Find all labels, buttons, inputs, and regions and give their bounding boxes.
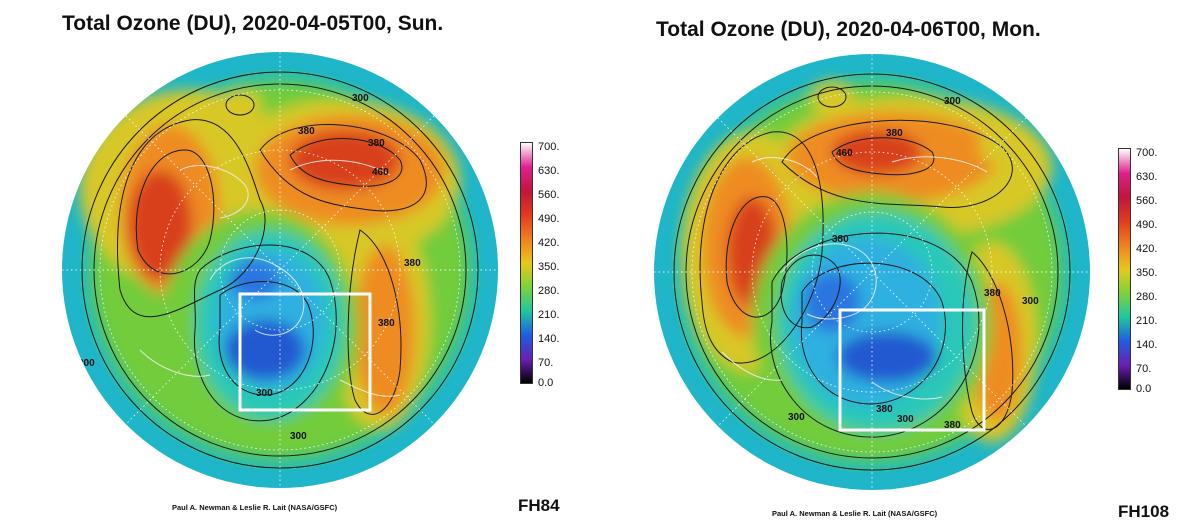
forecast-hour-label: FH84 xyxy=(518,496,560,515)
colorbar-tick: 140. xyxy=(538,333,560,345)
contour-label: 380 xyxy=(368,138,385,149)
colorbar-tick: 630. xyxy=(538,165,560,177)
credit-text: Paul A. Newman & Leslie R. Lait (NASA/GS… xyxy=(172,503,338,512)
colorbar-tick: 140. xyxy=(1136,339,1158,351)
ozone-field: 300 380 380 460 380 300 380 300 300 xyxy=(62,52,498,488)
panel-right: Total Ozone (DU), 2020-04-06T00, Mon. xyxy=(600,0,1200,528)
contour-label: 380 xyxy=(944,420,961,431)
colorbar-gradient xyxy=(1118,148,1131,390)
colorbar: 700. 630. 560. 490. 420. 350. 280. 210. … xyxy=(520,142,600,392)
colorbar-tick: 420. xyxy=(1136,243,1158,255)
colorbar-tick: 70. xyxy=(1136,363,1152,375)
ozone-field: 300 380 460 380 380 300 300 380 300 380 xyxy=(654,54,1090,490)
contour-label: 300 xyxy=(78,358,95,369)
colorbar-tick: 490. xyxy=(538,213,560,225)
contour-label: 300 xyxy=(788,412,805,423)
ozone-map: 300 380 380 460 380 300 380 300 300 xyxy=(62,52,498,488)
contour-label: 460 xyxy=(836,148,853,159)
colorbar-tick: 700. xyxy=(538,141,560,153)
colorbar-tick: 210. xyxy=(1136,315,1158,327)
contour-label: 300 xyxy=(944,96,961,107)
contour-label: 380 xyxy=(876,404,893,415)
contour-label: 300 xyxy=(352,93,369,104)
contour-label: 380 xyxy=(886,128,903,139)
highlight-box xyxy=(838,308,986,432)
map-title: Total Ozone (DU), 2020-04-05T00, Sun. xyxy=(62,12,444,35)
contour-label: 300 xyxy=(290,431,307,442)
colorbar-tick: 700. xyxy=(1136,147,1158,159)
colorbar-tick: 560. xyxy=(538,189,560,201)
contour-label: 300 xyxy=(256,388,273,399)
colorbar-tick: 630. xyxy=(1136,171,1158,183)
contour-label: 380 xyxy=(832,234,849,245)
ozone-map: 300 380 460 380 380 300 300 380 300 380 xyxy=(654,54,1090,490)
panel-left: Total Ozone (DU), 2020-04-05T00, Sun. xyxy=(62,12,600,515)
highlight-box xyxy=(238,292,372,412)
contour-label: 300 xyxy=(1022,296,1039,307)
colorbar-tick: 350. xyxy=(538,261,560,273)
credit-text: Paul A. Newman & Leslie R. Lait (NASA/GS… xyxy=(772,509,938,518)
colorbar-tick: 420. xyxy=(538,237,560,249)
forecast-hour-label: FH108 xyxy=(1118,502,1170,521)
colorbar-tick: 490. xyxy=(1136,219,1158,231)
contour-label: 380 xyxy=(298,126,315,137)
colorbar-tick: 70. xyxy=(538,357,554,369)
contour-label: 460 xyxy=(372,167,389,178)
colorbar-tick: 280. xyxy=(538,285,560,297)
contour-label: 380 xyxy=(378,318,395,329)
contour-label: 300 xyxy=(897,414,914,425)
contour-label: 380 xyxy=(984,288,1001,299)
colorbar: 700. 630. 560. 490. 420. 350. 280. 210. … xyxy=(1118,148,1198,398)
colorbar-tick: 350. xyxy=(1136,267,1158,279)
contour-label: 380 xyxy=(404,258,421,269)
colorbar-gradient xyxy=(520,142,533,384)
colorbar-tick: 560. xyxy=(1136,195,1158,207)
colorbar-tick: 0.0 xyxy=(1136,383,1152,395)
colorbar-tick: 280. xyxy=(1136,291,1158,303)
map-title: Total Ozone (DU), 2020-04-06T00, Mon. xyxy=(656,18,1041,41)
colorbar-tick: 0.0 xyxy=(538,377,554,389)
colorbar-tick: 210. xyxy=(538,309,560,321)
